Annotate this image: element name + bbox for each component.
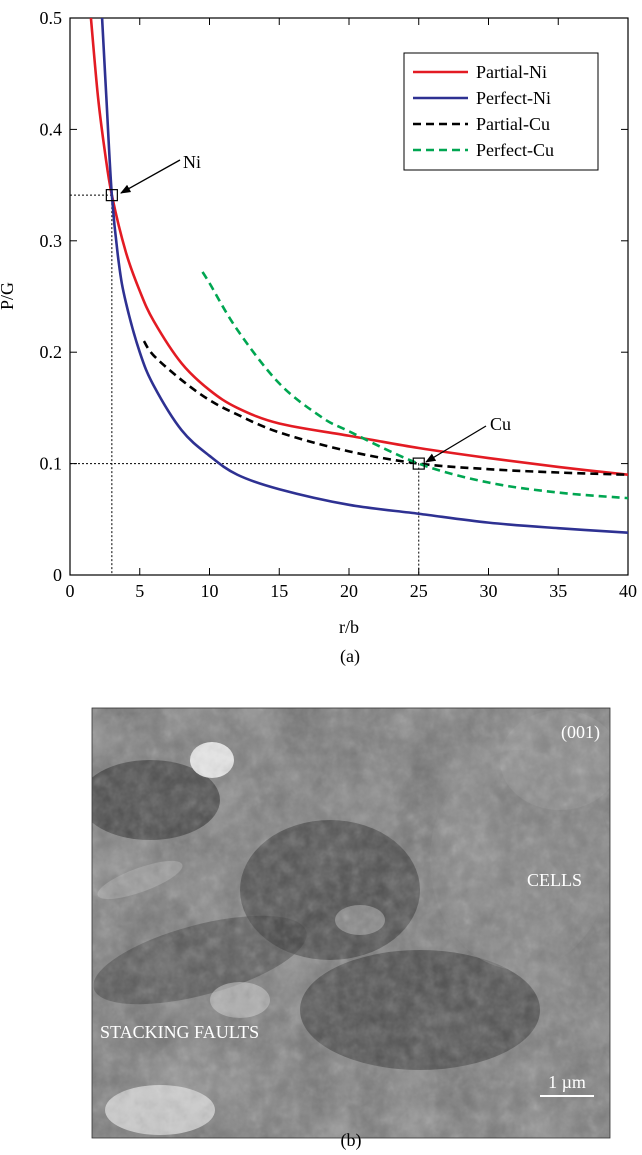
y-axis-ticks: 0 0.1 0.2 0.3 0.4 0.5 xyxy=(40,8,628,585)
legend-label: Perfect-Cu xyxy=(476,140,554,160)
intersection-square-marker xyxy=(412,457,425,470)
chart-panel-a: 0 5 10 15 20 25 30 35 40 0 0.1 0.2 0.3 0.4 0.5 r/b P/… xyxy=(0,8,637,667)
annotation-ni-label: Ni xyxy=(183,152,201,172)
y-tick-label: 0.2 xyxy=(40,342,63,362)
legend-label: Partial-Cu xyxy=(476,114,550,134)
annotation-cu-arrow xyxy=(425,425,487,463)
legend-label: Perfect-Ni xyxy=(476,88,551,108)
x-tick-label: 10 xyxy=(201,581,219,601)
guide-lines xyxy=(70,194,420,575)
panel-label-b: (b) xyxy=(341,1130,362,1151)
intersection-markers xyxy=(105,189,425,470)
annotation-cu-label: Cu xyxy=(490,414,511,434)
micrograph-frame xyxy=(91,707,611,1139)
x-tick-label: 35 xyxy=(549,581,567,601)
series-line-partial-ni xyxy=(89,18,628,477)
y-tick-label: 0.3 xyxy=(40,231,63,251)
annotation-ni: Ni xyxy=(120,152,201,194)
y-tick-label: 0.4 xyxy=(40,119,63,139)
y-tick-label: 0 xyxy=(53,565,62,585)
series-line-perfect-ni xyxy=(100,18,628,534)
x-tick-label: 25 xyxy=(410,581,428,601)
orientation-label: (001) xyxy=(561,722,600,743)
stacking-faults-label: STACKING FAULTS xyxy=(100,1022,259,1042)
annotation-ni-arrow xyxy=(120,159,181,194)
x-tick-label: 15 xyxy=(270,581,288,601)
x-axis-ticks: 0 5 10 15 20 25 30 35 40 xyxy=(66,18,637,601)
y-tick-label: 0.1 xyxy=(40,454,63,474)
x-tick-label: 5 xyxy=(135,581,144,601)
cells-label: CELLS xyxy=(527,870,582,890)
x-tick-label: 20 xyxy=(340,581,358,601)
y-axis-label: P/G xyxy=(0,282,17,310)
y-tick-label: 0.5 xyxy=(40,8,63,28)
legend: Partial-Ni Perfect-Ni Partial-Cu Perfect-Cu xyxy=(403,52,599,171)
series-line-partial-cu xyxy=(142,340,628,477)
micrograph-image xyxy=(92,708,610,1138)
annotation-cu: Cu xyxy=(425,414,511,463)
x-tick-label: 0 xyxy=(66,581,75,601)
legend-label: Partial-Ni xyxy=(476,62,547,82)
x-tick-label: 30 xyxy=(480,581,498,601)
panel-label-a: (a) xyxy=(340,646,360,667)
x-tick-label: 40 xyxy=(619,581,637,601)
series-line-perfect-cu xyxy=(201,271,628,500)
intersection-square-marker xyxy=(105,189,118,202)
scale-bar-label: 1 µm xyxy=(548,1072,586,1092)
series-layer xyxy=(89,18,628,534)
x-axis-label: r/b xyxy=(339,617,359,637)
micrograph-panel-b: (001) CELLS STACKING FAULTS 1 µm (b) xyxy=(91,707,611,1151)
